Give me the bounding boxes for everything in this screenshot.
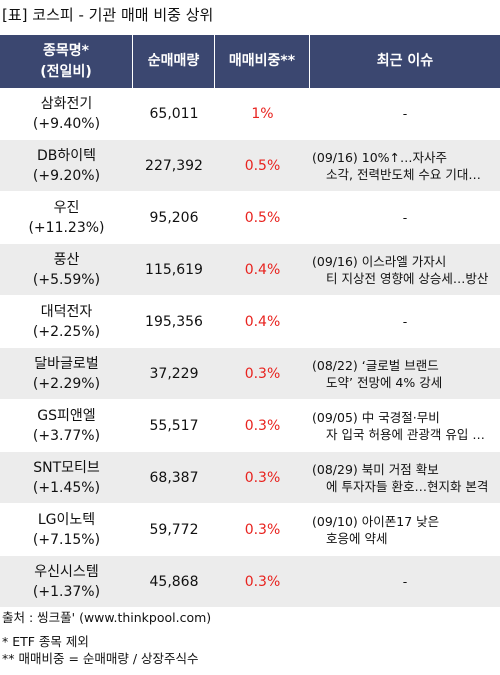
table-row: 달바글로벌 (+2.29%) 37,229 0.3% (08/22) ‘글로벌 브랜드 도…	[0, 348, 500, 400]
issue-line1: -	[402, 210, 408, 225]
stock-name-cell: 달바글로벌 (+2.29%)	[0, 348, 133, 400]
table-header-row: 종목명* (전일비) 순매매량 매매비중** 최근 이슈	[0, 35, 500, 88]
issue-line2: 호응에 약세	[326, 530, 388, 546]
table-row: 삼화전기 (+9.40%) 65,011 1% -	[0, 88, 500, 140]
source-note: 출처 : 씽크풀' (www.thinkpool.com)	[2, 610, 212, 625]
issue-line2: 자 입국 허용에 관광객 유입 …	[326, 426, 485, 442]
net-volume: 59,772	[133, 504, 215, 556]
recent-issue-cell: -	[310, 88, 500, 140]
issue-line2: 티 지상전 영향에 상승세…방산	[326, 270, 489, 286]
stock-name: 대덕전자	[40, 303, 93, 320]
issue-line2: 에 투자자들 환호…현지화 본격	[326, 478, 489, 494]
table-row: SNT모티브 (+1.45%) 68,387 0.3% (08/29) 북미 거점 확보…	[0, 452, 500, 504]
table-body: 삼화전기 (+9.40%) 65,011 1% - DB하이텍 (+9.20%) 227,39…	[0, 88, 500, 608]
trade-ratio: 0.5%	[215, 192, 310, 244]
table-row: DB하이텍 (+9.20%) 227,392 0.5% (09/16) 10%↑…자사주…	[0, 140, 500, 192]
trade-ratio: 0.3%	[215, 348, 310, 400]
stock-name: GS피앤엘	[37, 407, 96, 424]
header-trade-ratio: 매매비중**	[215, 35, 310, 88]
stock-name-cell: 대덕전자 (+2.25%)	[0, 296, 133, 348]
table-row: 풍산 (+5.59%) 115,619 0.4% (09/16) 이스라엘 가자시 티 지…	[0, 244, 500, 296]
trade-ratio: 0.3%	[215, 400, 310, 452]
stock-name: SNT모티브	[33, 459, 100, 476]
issue-line1: (08/29) 북미 거점 확보	[312, 461, 439, 477]
trade-ratio: 0.4%	[215, 244, 310, 296]
stock-change: (+2.29%)	[32, 375, 101, 392]
stock-name: 우신시스템	[34, 563, 99, 580]
stock-name: 풍산	[53, 251, 80, 268]
net-volume: 68,387	[133, 452, 215, 504]
stock-change: (+7.15%)	[32, 531, 101, 548]
stock-name: 달바글로벌	[34, 355, 99, 372]
trade-ratio: 0.5%	[215, 140, 310, 192]
institution-trading-table: 종목명* (전일비) 순매매량 매매비중** 최근 이슈 삼화전기 (+9.40%…	[0, 35, 500, 608]
issue-line1: -	[402, 106, 408, 121]
table-row: 우신시스템 (+1.37%) 45,868 0.3% -	[0, 556, 500, 608]
recent-issue-cell: (09/16) 10%↑…자사주 소각, 전력반도체 수요 기대…	[310, 140, 500, 192]
stock-change: (+9.20%)	[32, 167, 101, 184]
stock-change: (+9.40%)	[32, 115, 101, 132]
trade-ratio: 0.4%	[215, 296, 310, 348]
stock-change: (+11.23%)	[28, 219, 105, 236]
page-title: [표] 코스피 - 기관 매매 비중 상위	[2, 6, 214, 24]
recent-issue-cell: -	[310, 296, 500, 348]
trade-ratio: 0.3%	[215, 452, 310, 504]
net-volume: 45,868	[133, 556, 215, 608]
recent-issue-cell: (08/29) 북미 거점 확보 에 투자자들 환호…현지화 본격	[310, 452, 500, 504]
stock-change: (+3.77%)	[32, 427, 101, 444]
stock-change: (+2.25%)	[32, 323, 101, 340]
issue-line1: (09/05) 中 국경절·무비	[312, 409, 440, 425]
table-row: 우진 (+11.23%) 95,206 0.5% -	[0, 192, 500, 244]
net-volume: 115,619	[133, 244, 215, 296]
issue-line1: (09/10) 아이폰17 낮은	[312, 513, 440, 529]
trade-ratio: 0.3%	[215, 504, 310, 556]
recent-issue-cell: (09/16) 이스라엘 가자시 티 지상전 영향에 상승세…방산	[310, 244, 500, 296]
issue-line1: (08/22) ‘글로벌 브랜드	[312, 357, 439, 373]
recent-issue-cell: -	[310, 556, 500, 608]
stock-name-cell: LG이노텍 (+7.15%)	[0, 504, 133, 556]
table-row: GS피앤엘 (+3.77%) 55,517 0.3% (09/05) 中 국경절·무비 자…	[0, 400, 500, 452]
stock-change: (+1.37%)	[32, 583, 101, 600]
header-net-volume: 순매매량	[133, 35, 215, 88]
header-name-line1: 종목명*	[43, 42, 89, 59]
net-volume: 55,517	[133, 400, 215, 452]
recent-issue-cell: (09/05) 中 국경절·무비 자 입국 허용에 관광객 유입 …	[310, 400, 500, 452]
stock-name-cell: SNT모티브 (+1.45%)	[0, 452, 133, 504]
header-recent-issue: 최근 이슈	[310, 35, 500, 88]
stock-change: (+5.59%)	[32, 271, 101, 288]
stock-name-cell: 우진 (+11.23%)	[0, 192, 133, 244]
stock-name-cell: 풍산 (+5.59%)	[0, 244, 133, 296]
header-stock-name: 종목명* (전일비)	[0, 35, 133, 88]
issue-line1: (09/16) 10%↑…자사주	[312, 149, 448, 165]
ratio-formula-note: ** 매매비중 = 순매매량 / 상장주식수	[2, 651, 199, 666]
table-row: 대덕전자 (+2.25%) 195,356 0.4% -	[0, 296, 500, 348]
issue-line1: -	[402, 314, 408, 329]
stock-name-cell: 삼화전기 (+9.40%)	[0, 88, 133, 140]
issue-line2: 도약’ 전망에 4% 강세	[326, 374, 443, 390]
issue-line1: -	[402, 574, 408, 589]
header-name-line2: (전일비)	[40, 63, 92, 80]
stock-name: 삼화전기	[40, 95, 93, 112]
recent-issue-cell: (09/10) 아이폰17 낮은 호응에 약세	[310, 504, 500, 556]
stock-name-cell: 우신시스템 (+1.37%)	[0, 556, 133, 608]
stock-name: 우진	[53, 199, 80, 216]
trade-ratio: 1%	[215, 88, 310, 140]
net-volume: 65,011	[133, 88, 215, 140]
recent-issue-cell: -	[310, 192, 500, 244]
net-volume: 37,229	[133, 348, 215, 400]
stock-change: (+1.45%)	[32, 479, 101, 496]
net-volume: 227,392	[133, 140, 215, 192]
net-volume: 95,206	[133, 192, 215, 244]
issue-line1: (09/16) 이스라엘 가자시	[312, 253, 447, 269]
stock-name-cell: DB하이텍 (+9.20%)	[0, 140, 133, 192]
etf-note: * ETF 종목 제외	[2, 634, 89, 649]
table-row: LG이노텍 (+7.15%) 59,772 0.3% (09/10) 아이폰17 낮은 호…	[0, 504, 500, 556]
recent-issue-cell: (08/22) ‘글로벌 브랜드 도약’ 전망에 4% 강세	[310, 348, 500, 400]
trade-ratio: 0.3%	[215, 556, 310, 608]
stock-name: LG이노텍	[37, 511, 96, 528]
net-volume: 195,356	[133, 296, 215, 348]
stock-name-cell: GS피앤엘 (+3.77%)	[0, 400, 133, 452]
issue-line2: 소각, 전력반도체 수요 기대…	[326, 166, 481, 182]
stock-name: DB하이텍	[36, 147, 97, 164]
